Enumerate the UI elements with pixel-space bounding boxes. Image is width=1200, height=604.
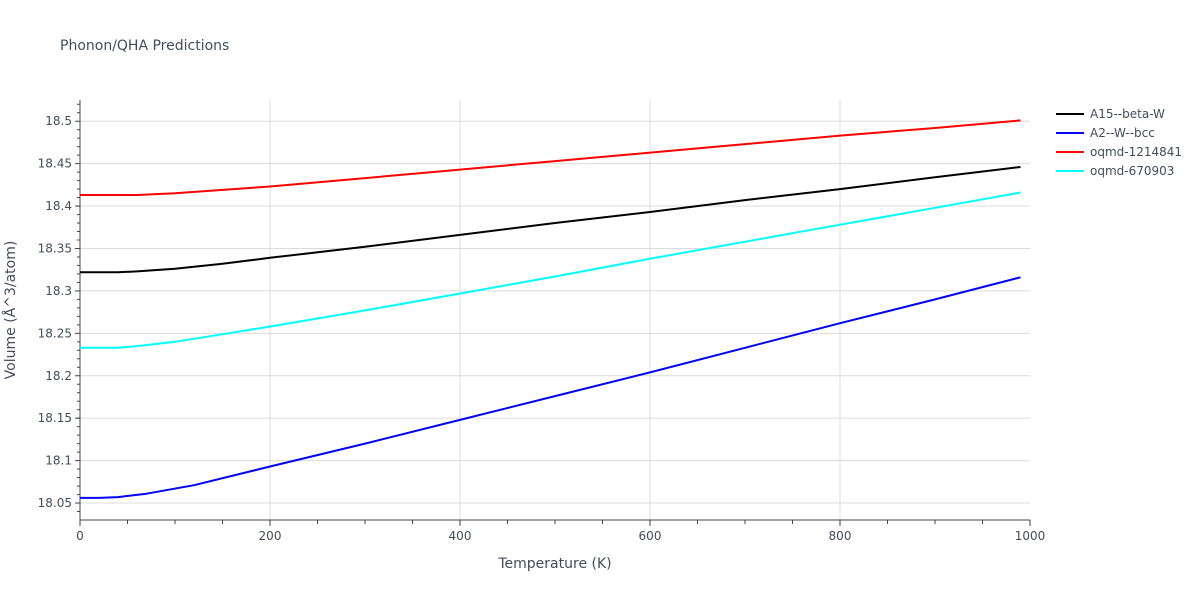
y-tick-label: 18.1	[45, 454, 72, 468]
x-tick-label: 600	[639, 529, 662, 543]
y-tick-label: 18.3	[45, 284, 72, 298]
grid-layer	[80, 100, 1030, 520]
series-line-oqmd-1214841	[80, 119, 1021, 196]
y-tick-label: 18.15	[38, 411, 72, 425]
y-tick-label: 18.45	[38, 157, 72, 171]
axes-layer: 18.05 18.1 18.15 18.2 18.25 18.3 18.35 18.4 18.4…	[38, 100, 1046, 543]
chart-title: Phonon/QHA Predictions	[60, 38, 229, 54]
x-tick-label: 800	[829, 529, 852, 543]
y-tick-label: 18.05	[38, 496, 72, 510]
x-tick-label: 400	[449, 529, 472, 543]
series-line-a15-beta-w	[80, 166, 1021, 274]
legend-label: A15--beta-W	[1090, 107, 1165, 121]
series-line-oqmd-670903	[80, 191, 1021, 349]
legend-label: A2--W--bcc	[1090, 126, 1155, 140]
y-axis-title: Volume (Å^3/atom)	[2, 241, 19, 380]
x-tick-label: 0	[76, 529, 84, 543]
y-tick-label: 18.4	[45, 199, 72, 213]
series-line-a2-w-bcc	[80, 276, 1021, 499]
x-axis-title: Temperature (K)	[497, 556, 611, 572]
legend-label: oqmd-1214841	[1090, 145, 1182, 159]
legend: A15--beta-W A2--W--bcc oqmd-1214841 oqmd-67…	[1056, 107, 1182, 178]
legend-label: oqmd-670903	[1090, 164, 1174, 178]
y-tick-label: 18.2	[45, 369, 72, 383]
y-tick-label: 18.35	[38, 241, 72, 255]
x-tick-label: 200	[259, 529, 282, 543]
y-tick-label: 18.5	[45, 114, 72, 128]
series-layer	[80, 119, 1021, 499]
y-tick-label: 18.25	[38, 326, 72, 340]
x-tick-label: 1000	[1015, 529, 1046, 543]
